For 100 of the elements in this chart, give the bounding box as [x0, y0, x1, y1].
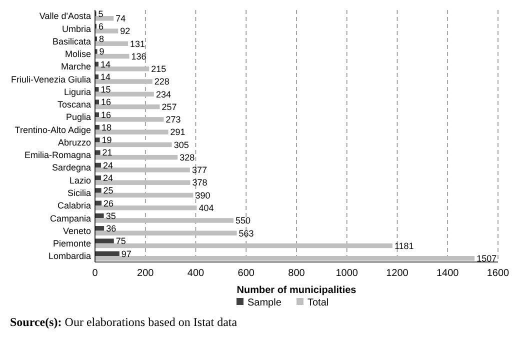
y-tick-label: Marche — [60, 62, 91, 72]
data-label: 234 — [156, 89, 171, 100]
y-tick-label: Trentino-Alto Adige — [14, 124, 91, 135]
y-tick-label: Lazio — [69, 175, 91, 186]
x-tick-label: 1000 — [336, 268, 358, 279]
data-label: 18 — [102, 122, 112, 132]
data-label: 131 — [130, 38, 146, 49]
bar — [95, 256, 475, 261]
y-tick-label: Molise — [64, 49, 91, 60]
data-label: 5 — [98, 8, 104, 19]
legend-label: Sample — [248, 298, 282, 308]
bar — [95, 251, 120, 256]
y-tick-label: Sardegna — [52, 162, 91, 173]
data-label: 75 — [116, 236, 126, 246]
x-tick-label: 400 — [187, 268, 205, 279]
x-tick-label: 600 — [238, 268, 255, 279]
bar — [95, 238, 114, 244]
data-label: 273 — [166, 114, 181, 125]
data-label: 97 — [121, 248, 132, 259]
data-label: 1181 — [394, 240, 414, 251]
data-label: 257 — [162, 102, 177, 112]
data-label: 305 — [174, 140, 189, 150]
bar — [95, 104, 160, 110]
data-label: 24 — [103, 160, 114, 170]
x-tick-label: 200 — [137, 268, 154, 279]
data-label: 16 — [101, 97, 112, 108]
data-label: 390 — [195, 190, 210, 200]
data-label: 21 — [102, 148, 112, 158]
data-label: 9 — [99, 46, 104, 57]
bar — [95, 100, 100, 104]
y-tick-label: Veneto — [62, 226, 91, 236]
data-label: 1507 — [476, 254, 497, 264]
data-label: 24 — [103, 172, 114, 183]
bar — [95, 213, 104, 218]
bar — [95, 87, 99, 92]
y-tick-label: Abruzzo — [58, 137, 91, 148]
y-tick-label: Campania — [50, 213, 91, 224]
bar — [95, 154, 178, 160]
y-tick-label: Basilicata — [52, 36, 91, 46]
legend-label: Total — [308, 298, 329, 308]
data-label: 6 — [98, 21, 104, 32]
y-tick-label: Puglia — [66, 112, 91, 122]
bar — [95, 130, 168, 134]
bar — [95, 28, 118, 34]
bar — [95, 138, 100, 142]
data-label: 16 — [101, 110, 112, 120]
data-label: 14 — [100, 72, 111, 82]
bar — [95, 200, 102, 206]
data-label: 228 — [154, 76, 170, 87]
data-label: 14 — [100, 59, 111, 70]
data-label: 19 — [102, 135, 112, 146]
bar — [95, 192, 194, 198]
y-tick-label: Emilia-Romagna — [24, 150, 91, 160]
y-tick-label: Liguria — [64, 86, 91, 97]
data-label: 378 — [192, 178, 208, 188]
data-label: 74 — [116, 14, 126, 24]
data-label: 36 — [106, 224, 116, 234]
x-tick-label: 1200 — [386, 268, 409, 279]
data-label: 136 — [131, 51, 146, 62]
data-label: 563 — [238, 228, 254, 238]
bar — [95, 205, 197, 210]
data-label: 15 — [100, 84, 111, 95]
bar — [95, 150, 100, 155]
y-tick-label: Sicilia — [67, 188, 91, 198]
bar — [95, 142, 172, 148]
data-label: 215 — [151, 64, 166, 74]
data-label: 377 — [192, 165, 207, 176]
y-tick-label: Calabria — [57, 200, 91, 211]
bar — [95, 188, 102, 193]
bar — [95, 54, 130, 59]
x-tick-label: 800 — [288, 268, 306, 279]
data-label: 404 — [198, 202, 214, 213]
data-label: 328 — [180, 152, 195, 162]
y-tick-label: Toscana — [57, 100, 91, 110]
y-tick-label: Umbria — [62, 24, 91, 34]
x-tick-label: 1600 — [486, 268, 510, 279]
x-tick-label: 0 — [92, 268, 98, 279]
data-label: 8 — [99, 34, 104, 44]
bar — [95, 168, 190, 172]
data-label: 35 — [106, 210, 116, 221]
bar — [95, 230, 237, 236]
source-note: Source(s): Our elaborations based on Istat data — [10, 315, 238, 329]
data-label: 291 — [170, 127, 186, 138]
bar — [95, 79, 152, 84]
data-label: 92 — [120, 26, 130, 36]
data-label: 25 — [103, 186, 114, 196]
x-tick-label: 1400 — [436, 268, 460, 279]
y-tick-label: Piemonte — [52, 238, 91, 249]
bar — [95, 92, 154, 97]
bar — [95, 218, 234, 223]
y-tick-label: Lombardia — [48, 251, 91, 262]
bar — [95, 243, 392, 248]
data-label: 26 — [104, 198, 114, 208]
data-label: 550 — [236, 216, 251, 226]
bar — [95, 180, 190, 185]
bar — [95, 41, 128, 46]
y-tick-label: Friuli-Venezia Giulia — [10, 74, 91, 84]
bar — [95, 66, 150, 72]
bar — [95, 117, 164, 122]
y-tick-label: Valle d'Aosta — [39, 11, 91, 22]
